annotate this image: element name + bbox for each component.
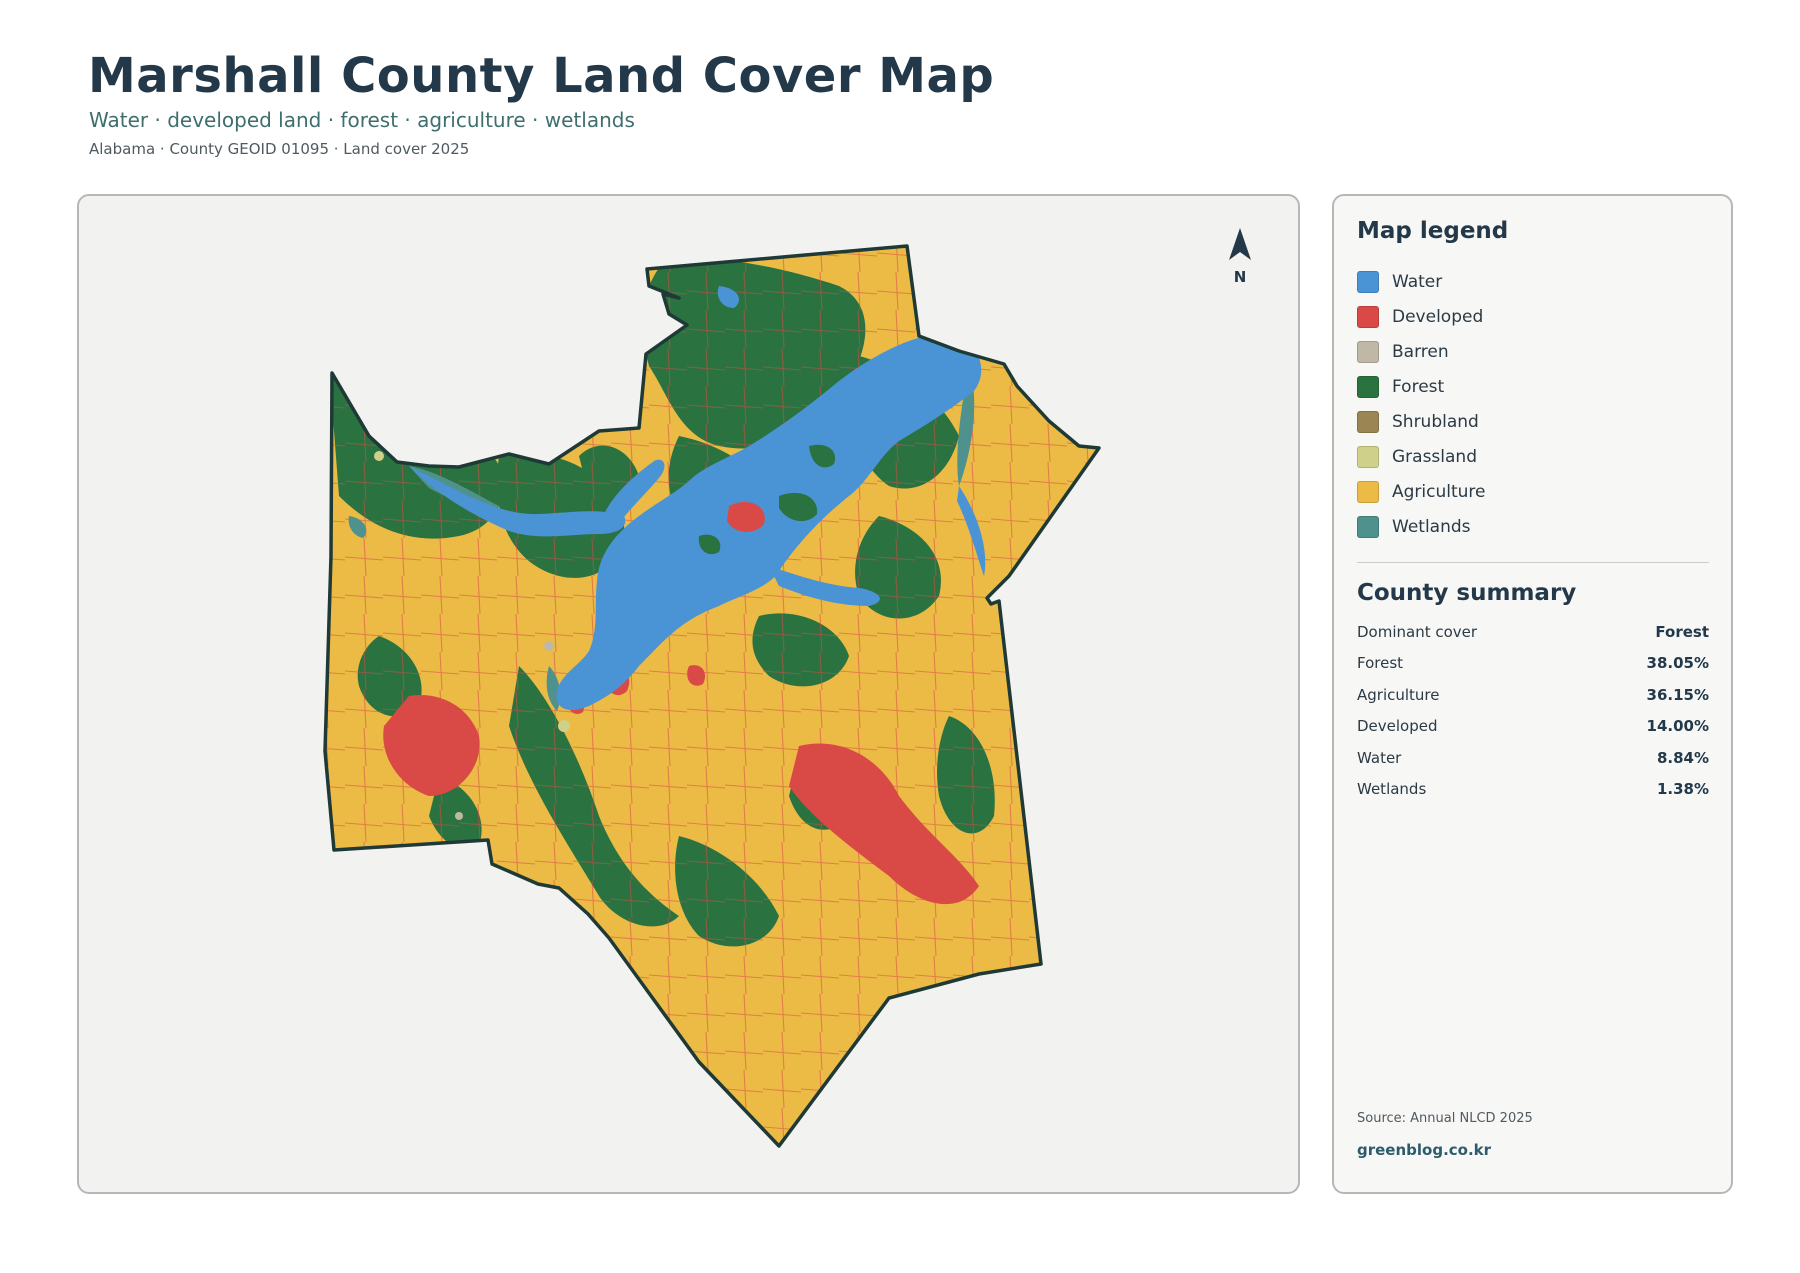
legend-swatch-shrubland (1357, 410, 1379, 433)
county-map[interactable] (79, 196, 1300, 1194)
legend-item-forest: Forest (1357, 369, 1486, 404)
map-panel[interactable]: N (77, 194, 1300, 1194)
summary-row-wetlands: Wetlands 1.38% (1357, 774, 1709, 806)
legend-label: Agriculture (1392, 481, 1486, 502)
summary-value: Forest (1655, 622, 1709, 641)
wetlands-regions (348, 366, 975, 711)
legend-item-barren: Barren (1357, 334, 1486, 369)
side-panel: Map legend Water Developed Barren Forest… (1332, 194, 1733, 1194)
legend-label: Barren (1392, 341, 1449, 362)
legend-item-grassland: Grassland (1357, 439, 1486, 474)
summary-row-developed: Developed 14.00% (1357, 711, 1709, 743)
north-label: N (1233, 268, 1247, 286)
summary-row-water: Water 8.84% (1357, 742, 1709, 774)
legend-label: Shrubland (1392, 411, 1479, 432)
legend-swatch-water (1357, 270, 1379, 293)
summary-value: 1.38% (1656, 780, 1709, 799)
legend-title: Map legend (1357, 218, 1509, 244)
north-arrow: N (1227, 226, 1253, 286)
summary-key: Agriculture (1357, 685, 1440, 704)
legend-item-shrubland: Shrubland (1357, 404, 1486, 439)
summary-key: Wetlands (1357, 780, 1427, 799)
summary-value: 14.00% (1646, 717, 1709, 736)
legend-list: Water Developed Barren Forest Shrubland … (1357, 264, 1486, 544)
legend-item-agriculture: Agriculture (1357, 474, 1486, 509)
legend-label: Grassland (1392, 446, 1477, 467)
summary-row-dominant-cover: Dominant cover Forest (1357, 616, 1709, 648)
source-text: Source: Annual NLCD 2025 (1357, 1111, 1533, 1126)
legend-swatch-agriculture (1357, 480, 1379, 503)
summary-title: County summary (1357, 580, 1577, 606)
summary-row-forest: Forest 38.05% (1357, 648, 1709, 680)
summary-value: 36.15% (1646, 685, 1709, 704)
summary-key: Dominant cover (1357, 622, 1478, 641)
legend-label: Water (1392, 271, 1443, 292)
legend-swatch-barren (1357, 340, 1379, 363)
site-link[interactable]: greenblog.co.kr (1357, 1141, 1492, 1159)
page-meta: Alabama · County GEOID 01095 · Land cove… (89, 140, 470, 158)
divider (1357, 562, 1709, 563)
summary-row-agriculture: Agriculture 36.15% (1357, 679, 1709, 711)
north-arrow-icon (1229, 228, 1251, 260)
page-title: Marshall County Land Cover Map (88, 48, 995, 104)
summary-value: 38.05% (1646, 654, 1709, 673)
legend-swatch-developed (1357, 305, 1379, 328)
legend-label: Developed (1392, 306, 1484, 327)
water-body (409, 286, 986, 711)
road-network (325, 246, 1099, 1146)
summary-value: 8.84% (1656, 748, 1709, 767)
legend-item-wetlands: Wetlands (1357, 509, 1486, 544)
legend-item-water: Water (1357, 264, 1486, 299)
summary-key: Forest (1357, 654, 1404, 673)
summary-table: Dominant cover Forest Forest 38.05% Agri… (1357, 616, 1709, 805)
legend-label: Wetlands (1392, 516, 1471, 537)
legend-label: Forest (1392, 376, 1445, 397)
legend-swatch-wetlands (1357, 515, 1379, 538)
legend-swatch-forest (1357, 375, 1379, 398)
page-subtitle: Water · developed land · forest · agricu… (89, 108, 635, 132)
reservoir-islands (698, 444, 836, 555)
summary-key: Water (1357, 748, 1402, 767)
legend-item-developed: Developed (1357, 299, 1486, 334)
summary-key: Developed (1357, 717, 1438, 736)
county-boundary (323, 244, 1101, 1148)
legend-swatch-grassland (1357, 445, 1379, 468)
